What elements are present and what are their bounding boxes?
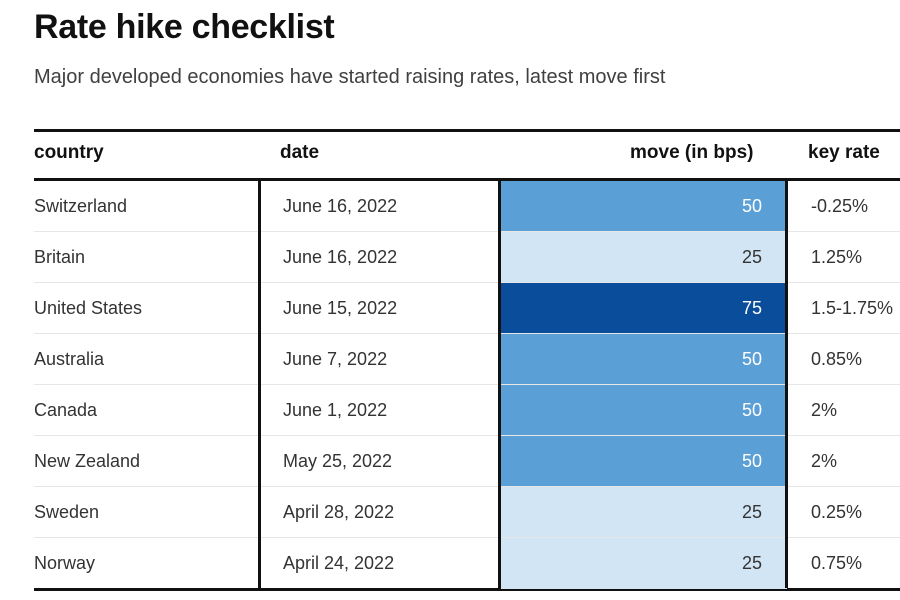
cell-key-rate: 1.25% (811, 247, 863, 267)
cell-move: 50 (501, 436, 787, 487)
column-header-country: country (34, 142, 104, 163)
table-row: Switzerland June 16, 2022 50 -0.25% (34, 181, 900, 232)
cell-country: Sweden (34, 502, 100, 522)
cell-country: Canada (34, 400, 98, 420)
table-row: Britain June 16, 2022 25 1.25% (34, 232, 900, 283)
table-body: Switzerland June 16, 2022 50 -0.25% Britain J… (34, 178, 900, 591)
row-separator (34, 231, 900, 232)
chart-title: Rate hike checklist (34, 8, 335, 46)
cell-date: June 16, 2022 (283, 247, 398, 267)
cell-country: New Zealand (34, 451, 141, 471)
cell-date: June 1, 2022 (283, 400, 388, 420)
row-separator (34, 282, 900, 283)
cell-country: Australia (34, 349, 105, 369)
cell-move: 25 (501, 487, 787, 538)
column-header-move: move (in bps) (630, 142, 754, 163)
cell-key-rate: 0.85% (811, 349, 863, 369)
column-divider (258, 181, 261, 588)
cell-key-rate: 0.75% (811, 553, 863, 573)
table-row: Canada June 1, 2022 50 2% (34, 385, 900, 436)
row-separator (34, 537, 900, 538)
chart-subtitle: Major developed economies have started r… (34, 66, 666, 88)
table-row: United States June 15, 2022 75 1.5-1.75% (34, 283, 900, 334)
cell-country: United States (34, 298, 143, 318)
table-row: Australia June 7, 2022 50 0.85% (34, 334, 900, 385)
column-header-key-rate: key rate (808, 142, 880, 163)
cell-move: 50 (501, 385, 787, 436)
cell-country: Norway (34, 553, 96, 573)
cell-country: Britain (34, 247, 86, 267)
row-separator (34, 384, 900, 385)
cell-move: 25 (501, 232, 787, 283)
cell-date: April 28, 2022 (283, 502, 395, 522)
column-divider (498, 181, 501, 588)
cell-key-rate: 0.25% (811, 502, 863, 522)
table-row: Norway April 24, 2022 25 0.75% (34, 538, 900, 589)
cell-move: 50 (501, 181, 787, 232)
cell-date: May 25, 2022 (283, 451, 393, 471)
cell-key-rate: 1.5-1.75% (811, 298, 894, 318)
cell-key-rate: 2% (811, 400, 838, 420)
column-divider (785, 181, 788, 588)
cell-key-rate: -0.25% (811, 196, 869, 216)
cell-key-rate: 2% (811, 451, 838, 471)
row-separator (34, 435, 900, 436)
row-separator (34, 333, 900, 334)
cell-date: June 16, 2022 (283, 196, 398, 216)
cell-date: June 15, 2022 (283, 298, 398, 318)
cell-move: 50 (501, 334, 787, 385)
cell-date: April 24, 2022 (283, 553, 395, 573)
cell-date: June 7, 2022 (283, 349, 388, 369)
table-row: New Zealand May 25, 2022 50 2% (34, 436, 900, 487)
cell-move: 25 (501, 538, 787, 589)
cell-country: Switzerland (34, 196, 128, 216)
row-separator (34, 486, 900, 487)
column-header-date: date (280, 142, 320, 163)
table-row: Sweden April 28, 2022 25 0.25% (34, 487, 900, 538)
cell-move: 75 (501, 283, 787, 334)
top-rule (34, 129, 900, 132)
